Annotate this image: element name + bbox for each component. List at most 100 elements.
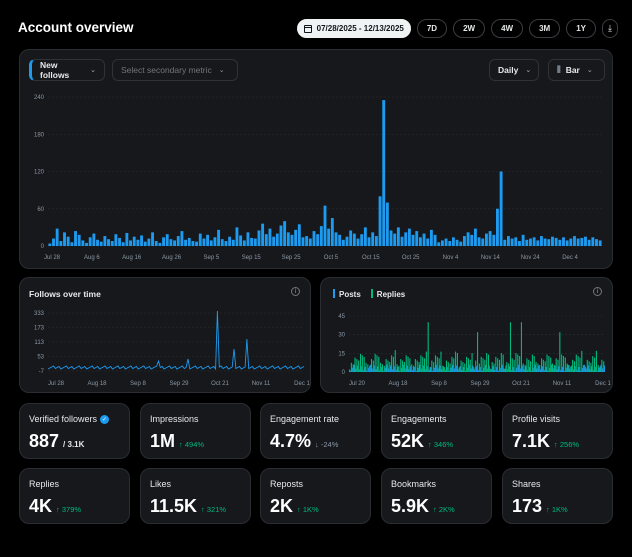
- replies-bar: [513, 359, 515, 372]
- posts-bar: [401, 367, 403, 372]
- posts-bar: [382, 370, 384, 372]
- kpi-card[interactable]: Engagements 52K ↑ 346%: [381, 403, 492, 459]
- range-3m-button[interactable]: 3M: [529, 19, 561, 38]
- kpi-label: Engagement rate: [270, 414, 340, 424]
- chevron-down-icon: ⌄: [218, 67, 225, 74]
- bar: [492, 234, 496, 246]
- range-4w-button[interactable]: 4W: [491, 19, 524, 38]
- kpi-card[interactable]: Likes 11.5K ↑ 321%: [140, 468, 251, 524]
- bar: [558, 239, 562, 246]
- primary-metric-dropdown[interactable]: New follows ⌄: [29, 59, 105, 81]
- replies-bar: [480, 356, 482, 372]
- bar: [63, 232, 66, 246]
- legend-posts[interactable]: Posts: [333, 289, 361, 299]
- legend-replies[interactable]: Replies: [370, 289, 405, 299]
- replies-bar: [562, 356, 565, 372]
- posts-bar: [576, 370, 578, 372]
- posts-bar: [492, 366, 494, 372]
- range-1y-button[interactable]: 1Y: [566, 19, 596, 38]
- kpi-delta: ↑ 2K%: [433, 505, 455, 514]
- replies-bar: [568, 365, 570, 372]
- posts-bar: [573, 369, 574, 372]
- bar: [191, 241, 195, 246]
- replies-bar: [469, 359, 471, 372]
- replies-bar: [405, 355, 407, 372]
- posts-bar: [538, 365, 540, 372]
- bar: [246, 232, 250, 246]
- bar: [283, 221, 287, 246]
- bar: [529, 238, 532, 246]
- kpi-card[interactable]: Reposts 2K ↑ 1K%: [260, 468, 371, 524]
- bar: [345, 236, 349, 246]
- replies-bar: [402, 360, 404, 372]
- chevron-down-icon: ⌄: [525, 67, 532, 74]
- kpi-card[interactable]: Verified followers ✓ 887/ 3.1K: [19, 403, 130, 459]
- replies-bar: [392, 356, 394, 372]
- calendar-icon: [303, 24, 312, 33]
- kpi-suffix: / 3.1K: [63, 440, 85, 449]
- replies-bar: [389, 362, 391, 372]
- replies-bar: [429, 367, 431, 372]
- bar: [349, 230, 353, 246]
- y-tick-label: -7: [39, 369, 45, 375]
- kpi-card[interactable]: Engagement rate 4.7% ↓ -24%: [260, 403, 371, 459]
- secondary-metric-dropdown[interactable]: Select secondary metric ⌄: [112, 59, 238, 81]
- download-icon[interactable]: ⤓: [602, 19, 618, 38]
- bar: [140, 235, 143, 246]
- bar: [121, 242, 125, 246]
- bar: [180, 231, 184, 246]
- replies-bar: [572, 359, 574, 372]
- date-range-label: 07/28/2025 - 12/13/2025: [316, 24, 404, 33]
- range-2w-button[interactable]: 2W: [453, 19, 486, 38]
- range-7d-button[interactable]: 7D: [416, 19, 448, 38]
- posts-bar: [518, 364, 520, 372]
- replies-bar: [520, 322, 522, 372]
- posts-bar: [483, 367, 485, 372]
- posts-bar: [587, 365, 589, 372]
- bar: [173, 240, 177, 246]
- kpi-card[interactable]: Profile visits 7.1K ↑ 256%: [502, 403, 613, 459]
- replies-bar: [407, 356, 409, 372]
- posts-bar: [381, 367, 382, 372]
- kpi-value: 4.7%: [270, 431, 312, 451]
- x-tick-label: Aug 26: [162, 255, 182, 261]
- bar: [239, 235, 243, 246]
- bar: [301, 237, 305, 246]
- replies-bar: [531, 354, 533, 372]
- posts-bar: [536, 368, 538, 372]
- kpi-value: 173: [512, 496, 543, 516]
- bar: [540, 236, 543, 246]
- x-tick-label: Dec 4: [562, 255, 578, 261]
- posts-bar: [488, 365, 490, 372]
- kpi-delta: ↓ -24%: [315, 440, 339, 449]
- bar: [466, 232, 470, 246]
- date-range-button[interactable]: 07/28/2025 - 12/13/2025: [296, 19, 411, 38]
- replies-bar: [566, 363, 568, 372]
- x-tick-label: Dec 1: [595, 381, 611, 387]
- bar: [176, 236, 180, 246]
- bar: [202, 238, 206, 246]
- posts-bar: [556, 369, 558, 372]
- info-icon[interactable]: i: [291, 287, 300, 296]
- kpi-card[interactable]: Shares 173 ↑ 1K%: [502, 468, 613, 524]
- replies-bar: [352, 364, 354, 372]
- kpi-card[interactable]: Replies 4K ↑ 379%: [19, 468, 130, 524]
- info-icon[interactable]: i: [593, 287, 602, 296]
- kpi-delta: ↑ 379%: [56, 505, 82, 514]
- bar: [488, 231, 492, 246]
- posts-bar: [417, 367, 419, 372]
- posts-bar: [428, 370, 430, 372]
- bar: [305, 236, 309, 246]
- posts-bar: [582, 367, 584, 372]
- bar: [334, 232, 338, 246]
- posts-bar: [373, 365, 375, 372]
- replies-bar: [387, 360, 389, 372]
- kpi-card[interactable]: Impressions 1M ↑ 494%: [140, 403, 251, 459]
- kpi-card[interactable]: Bookmarks 5.9K ↑ 2K%: [381, 468, 492, 524]
- bar: [382, 100, 386, 246]
- replies-bar: [550, 357, 552, 372]
- period-dropdown[interactable]: Daily ⌄: [489, 59, 539, 81]
- posts-bar: [412, 370, 413, 372]
- chart-type-dropdown[interactable]: ⫼ Bar ⌄: [548, 59, 605, 81]
